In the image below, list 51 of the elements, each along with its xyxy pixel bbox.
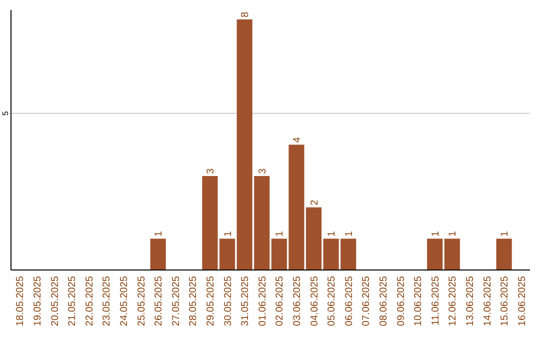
bar [306, 207, 322, 270]
x-tick-label: 24.05.2025 [118, 276, 130, 326]
x-tick-label: 13.06.2025 [464, 276, 476, 326]
x-tick-label: 11.06.2025 [430, 276, 442, 326]
data-label: 1 [326, 230, 338, 237]
x-tick-label: 28.05.2025 [188, 276, 200, 326]
data-label: 4 [292, 136, 303, 143]
data-label: 1 [154, 230, 165, 237]
x-tick-label: 12.06.2025 [448, 276, 459, 326]
x-tick-label: 14.06.2025 [482, 276, 494, 326]
data-label: 8 [240, 11, 252, 18]
bar [427, 238, 443, 270]
x-tick-label: 27.05.2025 [170, 276, 182, 326]
x-tick-label: 01.06.2025 [257, 276, 268, 326]
bar [496, 238, 512, 270]
x-tick-label: 07.06.2025 [361, 276, 372, 326]
x-tick-label: 31.05.2025 [240, 276, 252, 326]
x-tick-label: 25.05.2025 [136, 276, 148, 326]
bar [202, 176, 218, 270]
x-tick-label: 03.06.2025 [292, 276, 303, 326]
data-label: 2 [309, 199, 320, 206]
data-label: 1 [274, 230, 286, 237]
x-tick-label: 06.06.2025 [344, 276, 355, 326]
x-tick-label: 02.06.2025 [274, 276, 286, 326]
x-tick-label: 20.05.2025 [50, 276, 61, 326]
x-tick-label: 21.05.2025 [67, 276, 78, 326]
data-label: 1 [344, 230, 355, 237]
data-label: 1 [448, 230, 459, 237]
x-tick-label: 10.06.2025 [413, 276, 424, 326]
data-label: 3 [205, 168, 216, 174]
bar [219, 238, 236, 270]
x-tick-label: 29.05.2025 [205, 276, 216, 326]
x-tick-label: 08.06.2025 [378, 276, 390, 326]
x-tick-label: 30.05.2025 [222, 276, 234, 326]
data-label: 1 [500, 230, 511, 237]
bar [444, 238, 460, 270]
x-tick-label: 09.06.2025 [396, 276, 407, 326]
x-tick-label: 26.05.2025 [154, 276, 165, 326]
x-tick-label: 16.06.2025 [516, 276, 528, 326]
data-label: 3 [257, 168, 268, 174]
x-tick-label: 19.05.2025 [32, 276, 44, 326]
x-tick-label: 05.06.2025 [326, 276, 338, 326]
x-tick-label: 22.05.2025 [84, 276, 96, 326]
x-tick-label: 04.06.2025 [309, 276, 320, 326]
data-label: 1 [222, 230, 234, 237]
x-tick-label: 18.05.2025 [15, 276, 26, 326]
x-tick-label: 15.06.2025 [500, 276, 511, 326]
data-label: 1 [430, 230, 442, 237]
y-tick-label: 5 [1, 110, 10, 116]
x-tick-label: 23.05.2025 [102, 276, 113, 326]
bar [150, 238, 166, 270]
